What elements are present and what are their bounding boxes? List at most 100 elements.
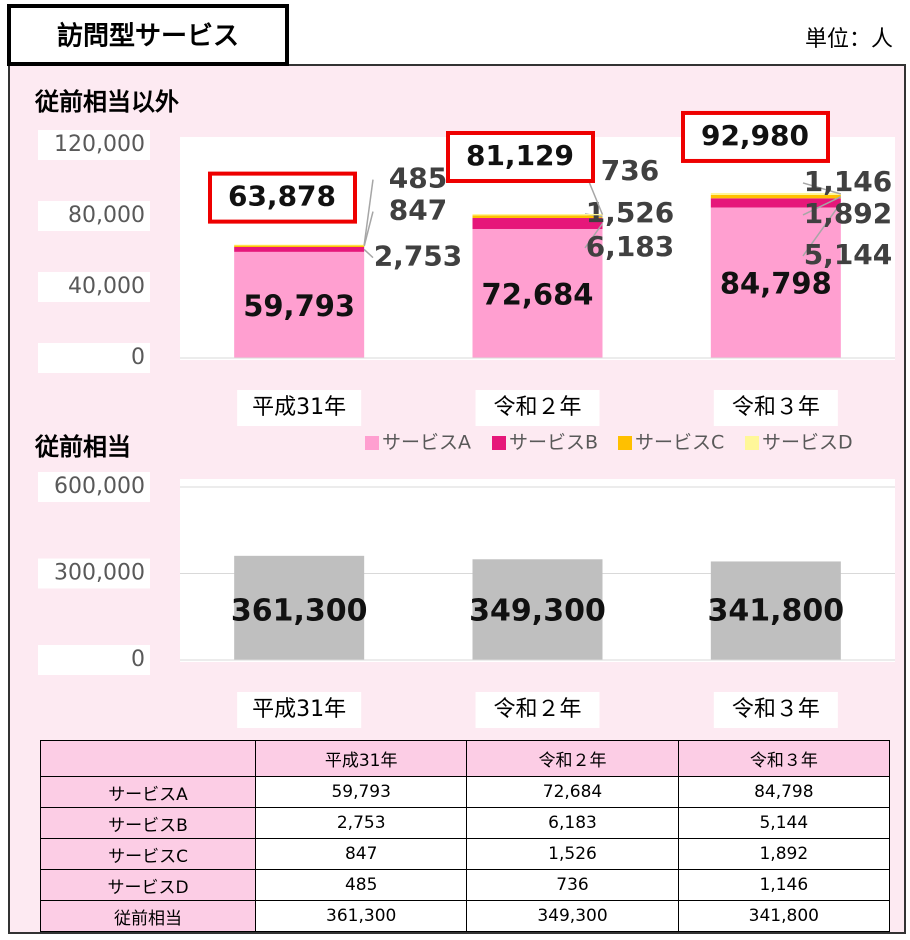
data-cell: 59,793 — [255, 776, 468, 808]
value-label: 1,526 — [586, 196, 675, 229]
data-cell: 341,800 — [677, 900, 891, 932]
legend-label: サービスB — [509, 432, 598, 454]
total-label: 81,129 — [466, 139, 574, 172]
y-tick-label: 120,000 — [54, 132, 145, 157]
x-tick-bg — [237, 692, 362, 728]
leader-line — [802, 195, 842, 216]
y-tick-bg — [38, 130, 150, 160]
chart-title: 従前相当 — [34, 433, 131, 461]
bar-segment — [472, 213, 603, 216]
leader-line — [802, 202, 842, 257]
value-label: 5,144 — [804, 238, 893, 271]
leader-line — [584, 223, 604, 249]
leader-line — [363, 179, 374, 246]
x-tick-label: 平成31年 — [252, 697, 346, 722]
row-label: サービスB — [39, 807, 257, 839]
bar-segment — [710, 192, 841, 195]
leader-line — [363, 248, 374, 259]
table-row: サービスC 847 1,526 1,892 — [39, 838, 891, 870]
legend-swatch — [365, 436, 379, 450]
leader-line — [363, 211, 374, 247]
data-cell: 1,526 — [466, 838, 679, 870]
legend-label: サービスA — [382, 432, 471, 454]
data-table: 平成31年 令和２年 令和３年 サービスA 59,793 72,684 84,798 サービス… — [39, 740, 891, 932]
row-label: サービスC — [39, 838, 257, 870]
row-label: 従前相当 — [39, 900, 257, 932]
header-cell: 令和３年 — [677, 740, 891, 777]
y-tick-bg — [38, 343, 150, 373]
y-tick-label: 300,000 — [54, 561, 145, 586]
y-tick-bg — [38, 472, 150, 502]
table-row: サービスD 485 736 1,146 — [39, 869, 891, 901]
y-tick-label: 0 — [131, 345, 145, 370]
bar-segment — [234, 251, 365, 358]
legend-label: サービスD — [762, 432, 853, 454]
corner-cell — [39, 740, 257, 777]
data-cell: 485 — [255, 869, 468, 901]
total-label: 63,878 — [228, 180, 336, 213]
x-tick-bg — [237, 390, 362, 426]
legend-label: サービスC — [635, 432, 724, 454]
data-cell: 5,144 — [677, 807, 891, 839]
bar — [710, 561, 841, 660]
y-tick-bg — [38, 645, 150, 675]
value-label: 1,146 — [804, 165, 893, 198]
bar-segment — [234, 244, 365, 246]
data-cell: 84,798 — [677, 776, 891, 808]
unit: 単位：人 — [805, 27, 893, 52]
data-cell: 6,183 — [466, 807, 679, 839]
bar-segment — [234, 246, 365, 252]
value-label: 341,800 — [708, 594, 845, 629]
table-row: 平成31年 令和２年 令和３年 — [39, 740, 891, 777]
bar-segment — [234, 245, 365, 247]
bar-segment — [710, 194, 841, 199]
value-label: 2,753 — [374, 240, 463, 273]
bar-segment — [710, 198, 841, 208]
legend-swatch — [492, 436, 506, 450]
total-box — [446, 130, 595, 183]
bar — [472, 559, 603, 660]
title-box — [7, 4, 289, 66]
value-label: 1,892 — [804, 197, 893, 230]
x-tick-label: 令和２年 — [493, 395, 581, 420]
data-cell: 1,892 — [677, 838, 891, 870]
value-label: 349,300 — [469, 594, 606, 629]
total-box — [208, 171, 357, 224]
x-tick-bg — [713, 692, 838, 728]
data-cell: 1,146 — [677, 869, 891, 901]
table-row: サービスB 2,753 6,183 5,144 — [39, 807, 891, 839]
row-label: サービスD — [39, 869, 257, 901]
x-tick-bg — [475, 692, 600, 728]
y-tick-label: 80,000 — [68, 203, 145, 228]
total-label: 92,980 — [701, 119, 809, 152]
value-label: 59,793 — [243, 289, 355, 323]
total-box — [681, 110, 830, 163]
bar-segment — [472, 215, 603, 219]
table-row: サービスA 59,793 72,684 84,798 — [39, 776, 891, 808]
header-cell: 令和２年 — [466, 740, 679, 777]
data-cell: 2,753 — [255, 807, 468, 839]
table-row: 従前相当 361,300 349,300 341,800 — [39, 900, 891, 932]
value-label: 72,684 — [482, 277, 594, 311]
value-label: 6,183 — [586, 230, 675, 263]
data-cell: 847 — [255, 838, 468, 870]
row-label: サービスA — [39, 776, 257, 808]
x-tick-label: 令和３年 — [732, 697, 820, 722]
legend-swatch — [618, 436, 632, 450]
data-cell: 361,300 — [255, 900, 468, 932]
chart-title: 従前相当以外 — [34, 88, 179, 116]
header-cell: 平成31年 — [255, 740, 468, 777]
value-label: 84,798 — [720, 267, 832, 301]
leader-line — [802, 182, 842, 195]
data-cell: 72,684 — [466, 776, 679, 808]
value-label: 847 — [389, 194, 447, 227]
value-label: 361,300 — [231, 594, 368, 629]
x-tick-bg — [713, 390, 838, 426]
x-tick-label: 令和２年 — [493, 697, 581, 722]
y-tick-bg — [38, 201, 150, 231]
value-label: 485 — [389, 162, 447, 195]
y-tick-label: 600,000 — [54, 474, 145, 499]
x-tick-bg — [475, 390, 600, 426]
data-cell: 736 — [466, 869, 679, 901]
